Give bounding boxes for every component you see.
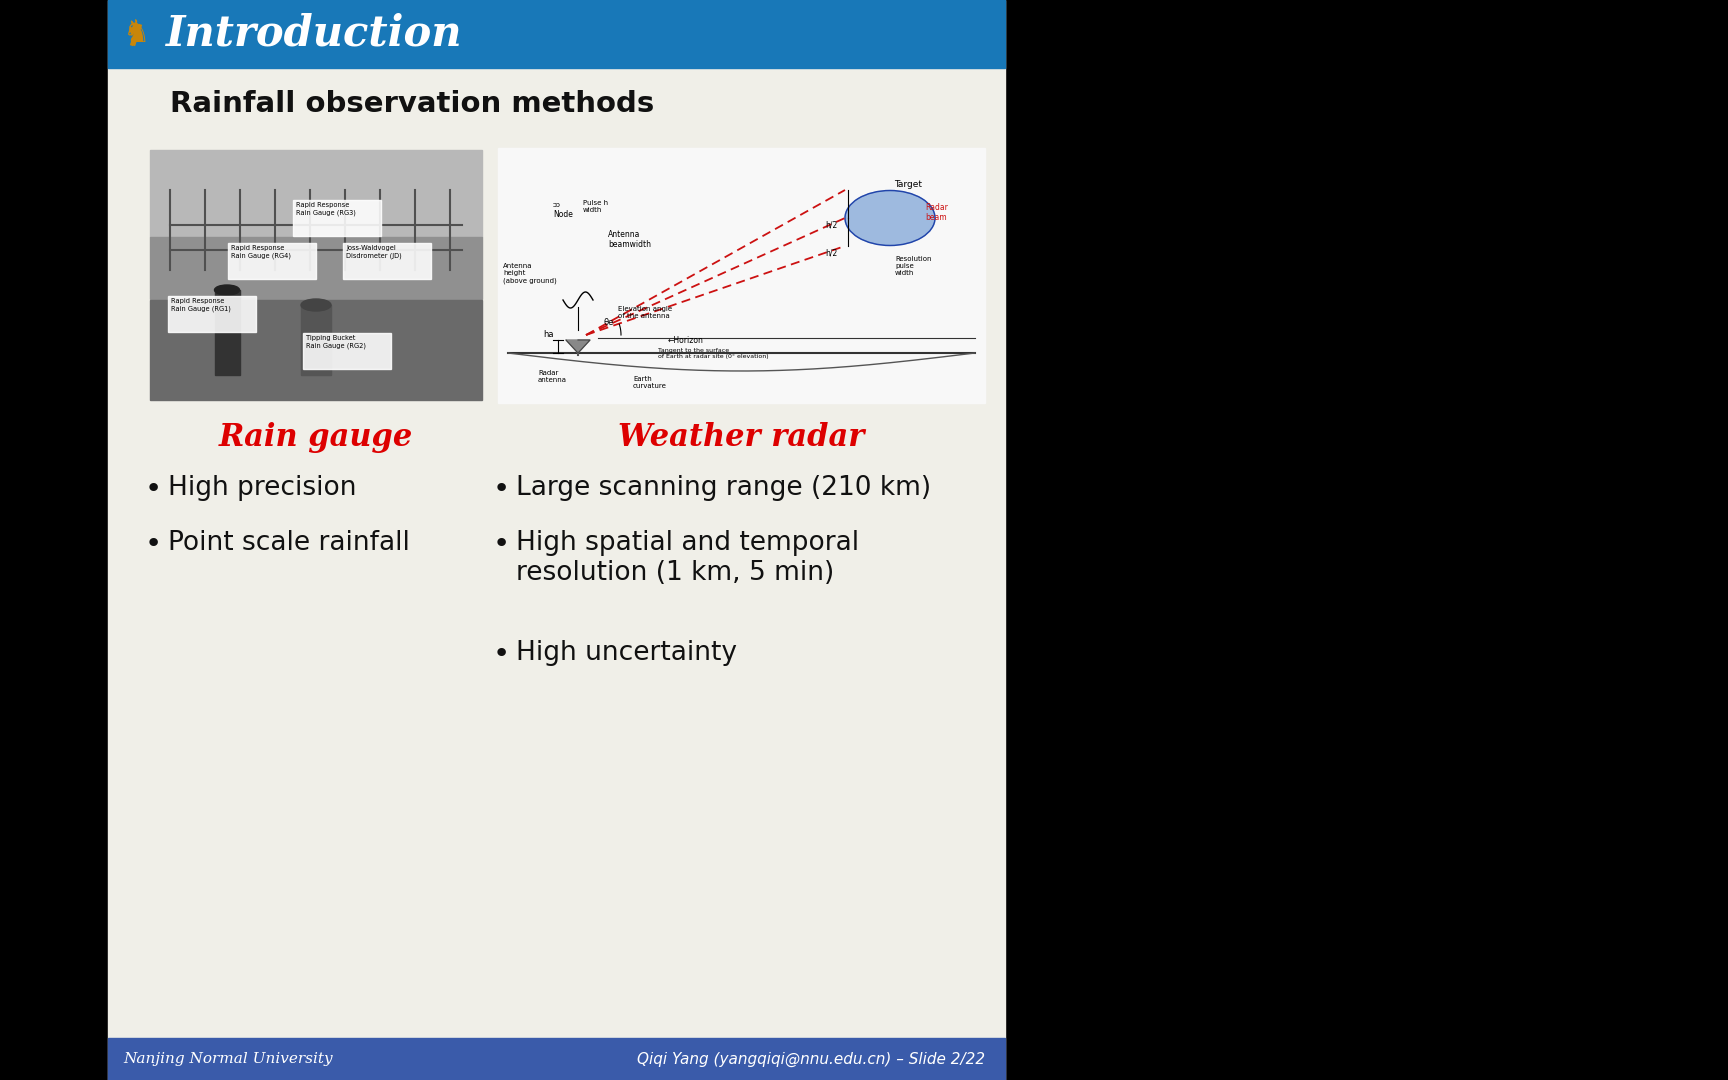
Text: θe: θe xyxy=(603,318,613,327)
Text: Elevation angle
of the antenna: Elevation angle of the antenna xyxy=(619,306,672,319)
Bar xyxy=(150,150,482,237)
Bar xyxy=(302,333,391,369)
Bar xyxy=(498,148,985,403)
Text: h/2: h/2 xyxy=(824,220,838,229)
Ellipse shape xyxy=(214,285,240,295)
Text: Rapid Response
Rain Gauge (RG3): Rapid Response Rain Gauge (RG3) xyxy=(295,202,356,216)
Bar xyxy=(294,200,380,237)
Text: Point scale rainfall: Point scale rainfall xyxy=(168,530,410,556)
Text: High spatial and temporal
resolution (1 km, 5 min): High spatial and temporal resolution (1 … xyxy=(517,530,859,586)
Text: Radar
antenna: Radar antenna xyxy=(537,370,567,383)
Bar xyxy=(301,305,332,375)
Text: Rainfall observation methods: Rainfall observation methods xyxy=(169,90,655,118)
Text: Antenna
beamwidth: Antenna beamwidth xyxy=(608,230,651,249)
Text: Pulse h
width: Pulse h width xyxy=(582,200,608,213)
Bar xyxy=(107,0,1006,1080)
Text: Target: Target xyxy=(893,180,923,189)
Text: Weather radar: Weather radar xyxy=(619,422,864,453)
Text: Tangent to the surface
of Earth at radar site (0° elevation): Tangent to the surface of Earth at radar… xyxy=(658,348,769,359)
Text: •: • xyxy=(492,530,510,558)
Text: h/2: h/2 xyxy=(824,248,838,257)
Bar xyxy=(214,291,240,375)
Text: Rapid Response
Rain Gauge (RG4): Rapid Response Rain Gauge (RG4) xyxy=(232,245,290,259)
Text: Earth
curvature: Earth curvature xyxy=(632,376,667,389)
Bar xyxy=(107,0,1006,68)
Ellipse shape xyxy=(845,190,935,245)
Text: Rain gauge: Rain gauge xyxy=(219,422,413,453)
Bar xyxy=(150,237,482,299)
Text: Tipping Bucket
Rain Gauge (RG2): Tipping Bucket Rain Gauge (RG2) xyxy=(306,335,366,349)
Text: •: • xyxy=(492,475,510,503)
Text: ככ
Node: ככ Node xyxy=(553,200,574,219)
Bar xyxy=(168,296,256,332)
Text: Introduction: Introduction xyxy=(166,13,463,55)
Bar xyxy=(228,243,316,279)
Ellipse shape xyxy=(301,299,332,311)
Text: ♞: ♞ xyxy=(123,19,150,49)
Text: Large scanning range (210 km): Large scanning range (210 km) xyxy=(517,475,931,501)
Text: High precision: High precision xyxy=(168,475,356,501)
Text: Joss-Waldvogel
Disdrometer (JD): Joss-Waldvogel Disdrometer (JD) xyxy=(346,245,401,259)
Polygon shape xyxy=(567,340,589,353)
Text: Radar
beam: Radar beam xyxy=(924,203,949,222)
Text: ha: ha xyxy=(543,330,553,339)
Text: •: • xyxy=(145,475,162,503)
Text: Resolution
pulse
width: Resolution pulse width xyxy=(895,256,931,276)
Text: Qiqi Yang (yangqiqi@nnu.edu.cn) – Slide 2/22: Qiqi Yang (yangqiqi@nnu.edu.cn) – Slide … xyxy=(638,1052,985,1067)
Text: Rapid Response
Rain Gauge (RG1): Rapid Response Rain Gauge (RG1) xyxy=(171,298,232,312)
Text: •: • xyxy=(492,640,510,669)
Bar xyxy=(107,1038,1006,1080)
Bar xyxy=(150,150,482,400)
Text: •: • xyxy=(145,530,162,558)
Bar xyxy=(150,300,482,400)
Text: Nanjing Normal University: Nanjing Normal University xyxy=(123,1052,334,1066)
Bar xyxy=(342,243,430,279)
Text: High uncertainty: High uncertainty xyxy=(517,640,738,666)
Text: ←Horizon: ←Horizon xyxy=(669,336,703,345)
Text: Antenna
height
(above ground): Antenna height (above ground) xyxy=(503,264,556,283)
